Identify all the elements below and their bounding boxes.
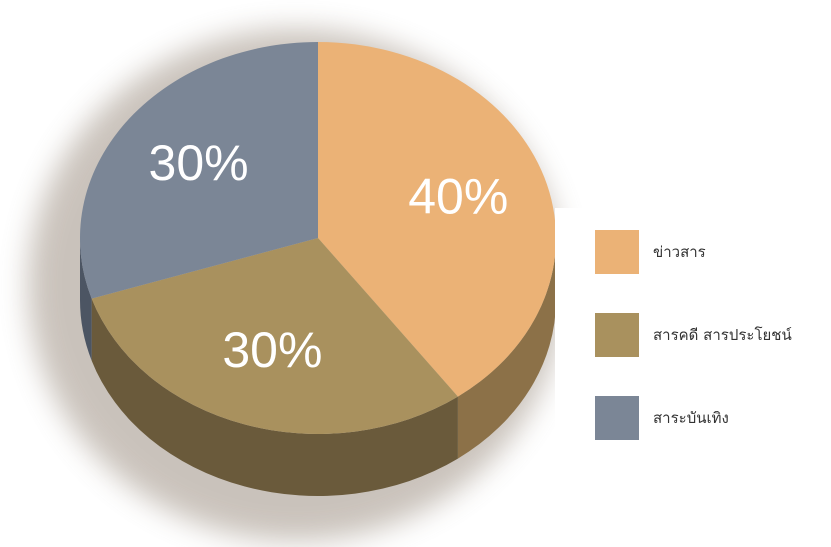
legend-label: ข่าวสาร [653, 243, 706, 261]
pie-slice [79, 42, 318, 299]
legend-label: สาระบันเทิง [653, 409, 729, 427]
legend-swatch [595, 396, 639, 440]
legend-swatch [595, 230, 639, 274]
pie-slice-value-label: 40% [408, 169, 508, 225]
legend-item: สารคดี สารประโยชน์ [595, 313, 792, 357]
pie-slice [318, 42, 556, 397]
pie-slice-side [91, 298, 458, 496]
legend-item: สาระบันเทิง [595, 396, 729, 440]
pie-slice [91, 238, 458, 434]
legend-label: สารคดี สารประโยชน์ [653, 326, 792, 344]
pie-slice-value-label: 30% [222, 322, 322, 378]
legend-item: ข่าวสาร [595, 230, 706, 274]
chart-legend: ข่าวสาร สารคดี สารประโยชน์ สาระบันเทิง [555, 208, 831, 456]
legend-swatch [595, 313, 639, 357]
pie-slice-value-label: 30% [149, 135, 249, 191]
pie-slice-side [80, 238, 92, 361]
pie-slice-side [457, 238, 556, 459]
